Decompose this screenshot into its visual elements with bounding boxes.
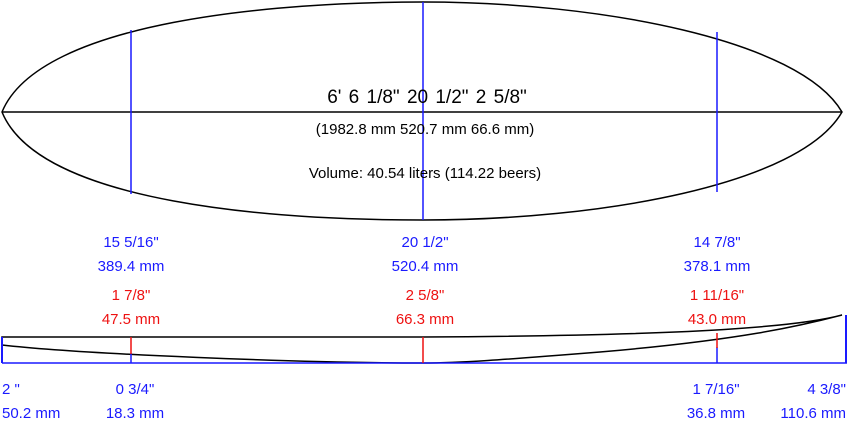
- overall-dimensions-metric: (1982.8 mm 520.7 mm 66.6 mm): [315, 121, 535, 138]
- overall-dimensions-imperial: 6' 6 1/8" 20 1/2" 2 5/8": [327, 87, 527, 108]
- rocker-tail-end-metric: 50.2 mm: [2, 405, 61, 422]
- rocker-tail-metric: 18.3 mm: [105, 405, 165, 422]
- width-center-metric: 520.4 mm: [391, 258, 459, 275]
- board-outline: [1, 1, 843, 221]
- width-tail-metric: 389.4 mm: [97, 258, 165, 275]
- rocker-nose-metric: 36.8 mm: [686, 405, 746, 422]
- thickness-nose-imperial: 1 11/16": [689, 287, 745, 304]
- rocker-nose-end-imperial: 4 3/8": [807, 381, 846, 398]
- rocker-tail-end-imperial: 2 ": [2, 381, 20, 398]
- rocker-profile-outline: [1, 314, 843, 364]
- width-tail-imperial: 15 5/16": [103, 234, 159, 251]
- width-center-imperial: 20 1/2": [401, 234, 449, 251]
- thickness-nose-metric: 43.0 mm: [687, 311, 747, 328]
- thickness-tail-metric: 47.5 mm: [101, 311, 161, 328]
- thickness-center-imperial: 2 5/8": [405, 287, 445, 304]
- width-nose-metric: 378.1 mm: [683, 258, 751, 275]
- rocker-tail-imperial: 0 3/4": [115, 381, 155, 398]
- rocker-nose-imperial: 1 7/16": [692, 381, 740, 398]
- rocker-nose-end-metric: 110.6 mm: [780, 405, 846, 422]
- volume-label: Volume: 40.54 liters (114.22 beers): [308, 165, 542, 182]
- thickness-center-metric: 66.3 mm: [395, 311, 455, 328]
- width-nose-imperial: 14 7/8": [693, 234, 741, 251]
- thickness-tail-imperial: 1 7/8": [111, 287, 151, 304]
